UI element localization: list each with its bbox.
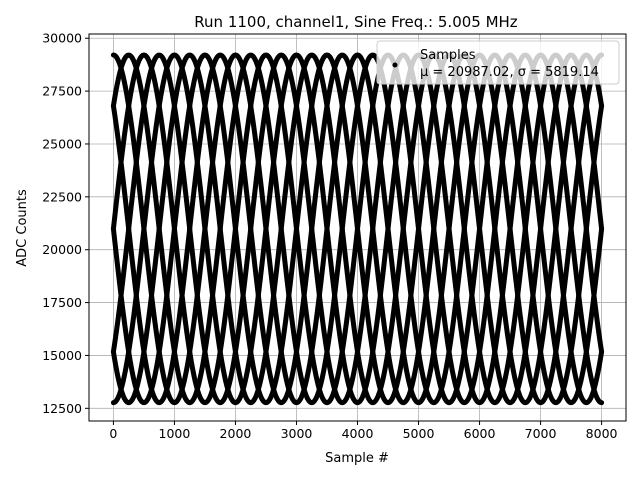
y-axis-label: ADC Counts (15, 189, 30, 267)
x-tick-label: 4000 (342, 426, 374, 441)
legend-title: Samples (420, 48, 476, 63)
y-tick-label: 30000 (42, 31, 82, 46)
chart-title: Run 1100, channel1, Sine Freq.: 5.005 MH… (194, 13, 518, 31)
sample-trace (110, 52, 605, 406)
legend-box (376, 40, 620, 85)
legend: Samples μ = 20987.02, σ = 5819.14 (376, 40, 620, 85)
y-tick-label: 25000 (42, 136, 82, 151)
legend-stats: μ = 20987.02, σ = 5819.14 (420, 65, 599, 80)
x-tick-label: 5000 (403, 426, 435, 441)
x-tick-label: 1000 (159, 426, 191, 441)
x-axis-label: Sample # (325, 451, 389, 466)
y-tick-label: 22500 (42, 189, 82, 204)
y-tick-label: 20000 (42, 242, 82, 257)
data-series-samples (110, 52, 605, 406)
x-tick-label: 6000 (464, 426, 496, 441)
sample-trace (110, 52, 605, 406)
x-tick-label: 7000 (525, 426, 557, 441)
sample-trace (110, 52, 605, 406)
legend-marker (392, 62, 398, 68)
x-tick-label: 8000 (586, 426, 618, 441)
x-tick-label: 0 (109, 426, 117, 441)
x-tick-label: 2000 (220, 426, 252, 441)
x-tick-label: 3000 (281, 426, 313, 441)
y-tick-label: 15000 (42, 348, 82, 363)
y-tick-label: 27500 (42, 84, 82, 99)
y-tick-label: 17500 (42, 295, 82, 310)
y-tick-label: 12500 (42, 401, 82, 416)
axis-ticks: 0 1000 2000 3000 4000 5000 6000 7000 8000 12500 15… (42, 31, 617, 441)
sample-trace (110, 52, 605, 406)
